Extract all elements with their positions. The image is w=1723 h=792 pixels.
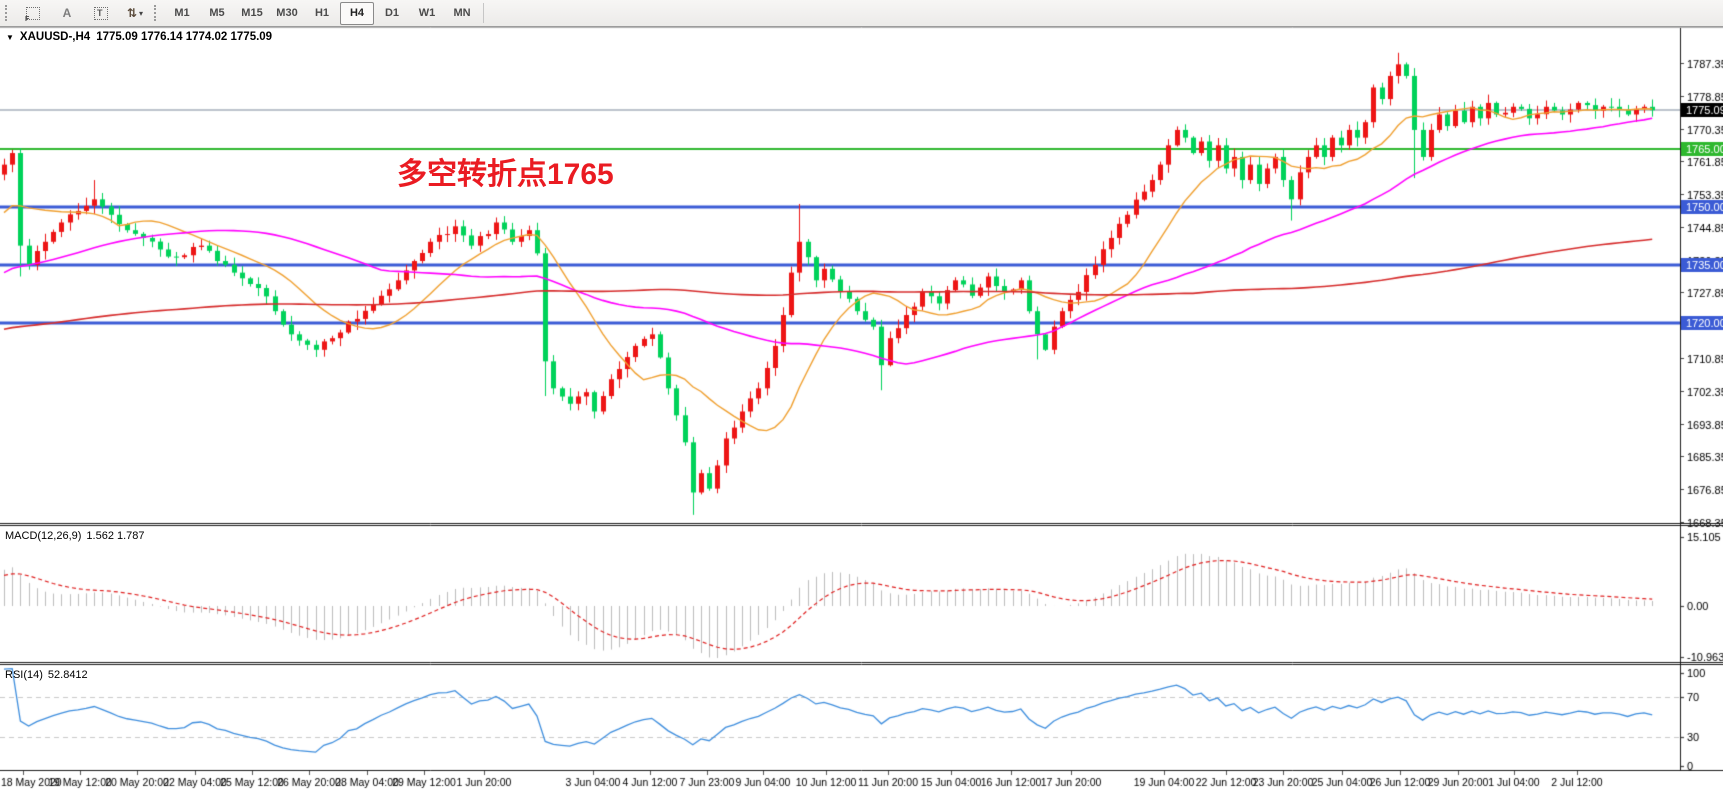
letter-a-icon: A [62,6,72,20]
timeframe-button-m30[interactable]: M30 [276,7,298,19]
timeframe-button-m1[interactable]: M1 [174,7,190,19]
collapse-triangle-icon[interactable]: ▼ [6,32,14,42]
cycle-symbols-button[interactable]: ⇅ ▾ [118,2,152,25]
toolbar-separator [483,3,484,23]
text-object-button[interactable]: T [84,2,118,25]
rsi-indicator-label: RSI(14) 52.8412 [5,669,88,681]
timeframe-button-w1[interactable]: W1 [418,7,436,19]
text-box-icon: T [94,6,108,20]
cycle-arrows-icon: ⇅ [126,6,137,20]
toolbar-grip[interactable] [5,5,11,21]
macd-values: 1.562 1.787 [86,530,145,542]
text-label-button[interactable]: A [50,2,84,25]
timeframe-button-d1[interactable]: D1 [384,7,400,19]
macd-indicator-label: MACD(12,26,9) 1.562 1.787 [5,530,145,542]
timeframe-button-h4[interactable]: H4 [340,1,374,25]
symbol-label: XAUUSD-,H4 [19,31,91,43]
toolbar: F A T ⇅ ▾ M1 M5 M15 M30 H1 H4 D1 W1 MN [0,0,1723,27]
timeframe-button-m15[interactable]: M15 [241,7,263,19]
timeframe-button-mn[interactable]: MN [453,7,471,19]
grid-f-icon: F [25,6,40,23]
timeframe-group: M1 M5 M15 M30 H1 H4 D1 W1 MN [165,1,479,25]
timeframe-button-m5[interactable]: M5 [209,7,225,19]
chart-title: ▼ XAUUSD-,H4 1775.09 1776.14 1774.02 177… [6,31,272,43]
dropdown-caret-icon[interactable]: ▾ [139,8,144,18]
timeframe-button-h1[interactable]: H1 [314,7,330,19]
ohlc-values: 1775.09 1776.14 1774.02 1775.09 [96,31,273,43]
toolbar-grip-2[interactable] [154,5,160,21]
rsi-value: 52.8412 [47,669,88,681]
chart-text-annotation: 多空转折点1765 [397,158,614,191]
grid-properties-button[interactable]: F [16,2,50,25]
